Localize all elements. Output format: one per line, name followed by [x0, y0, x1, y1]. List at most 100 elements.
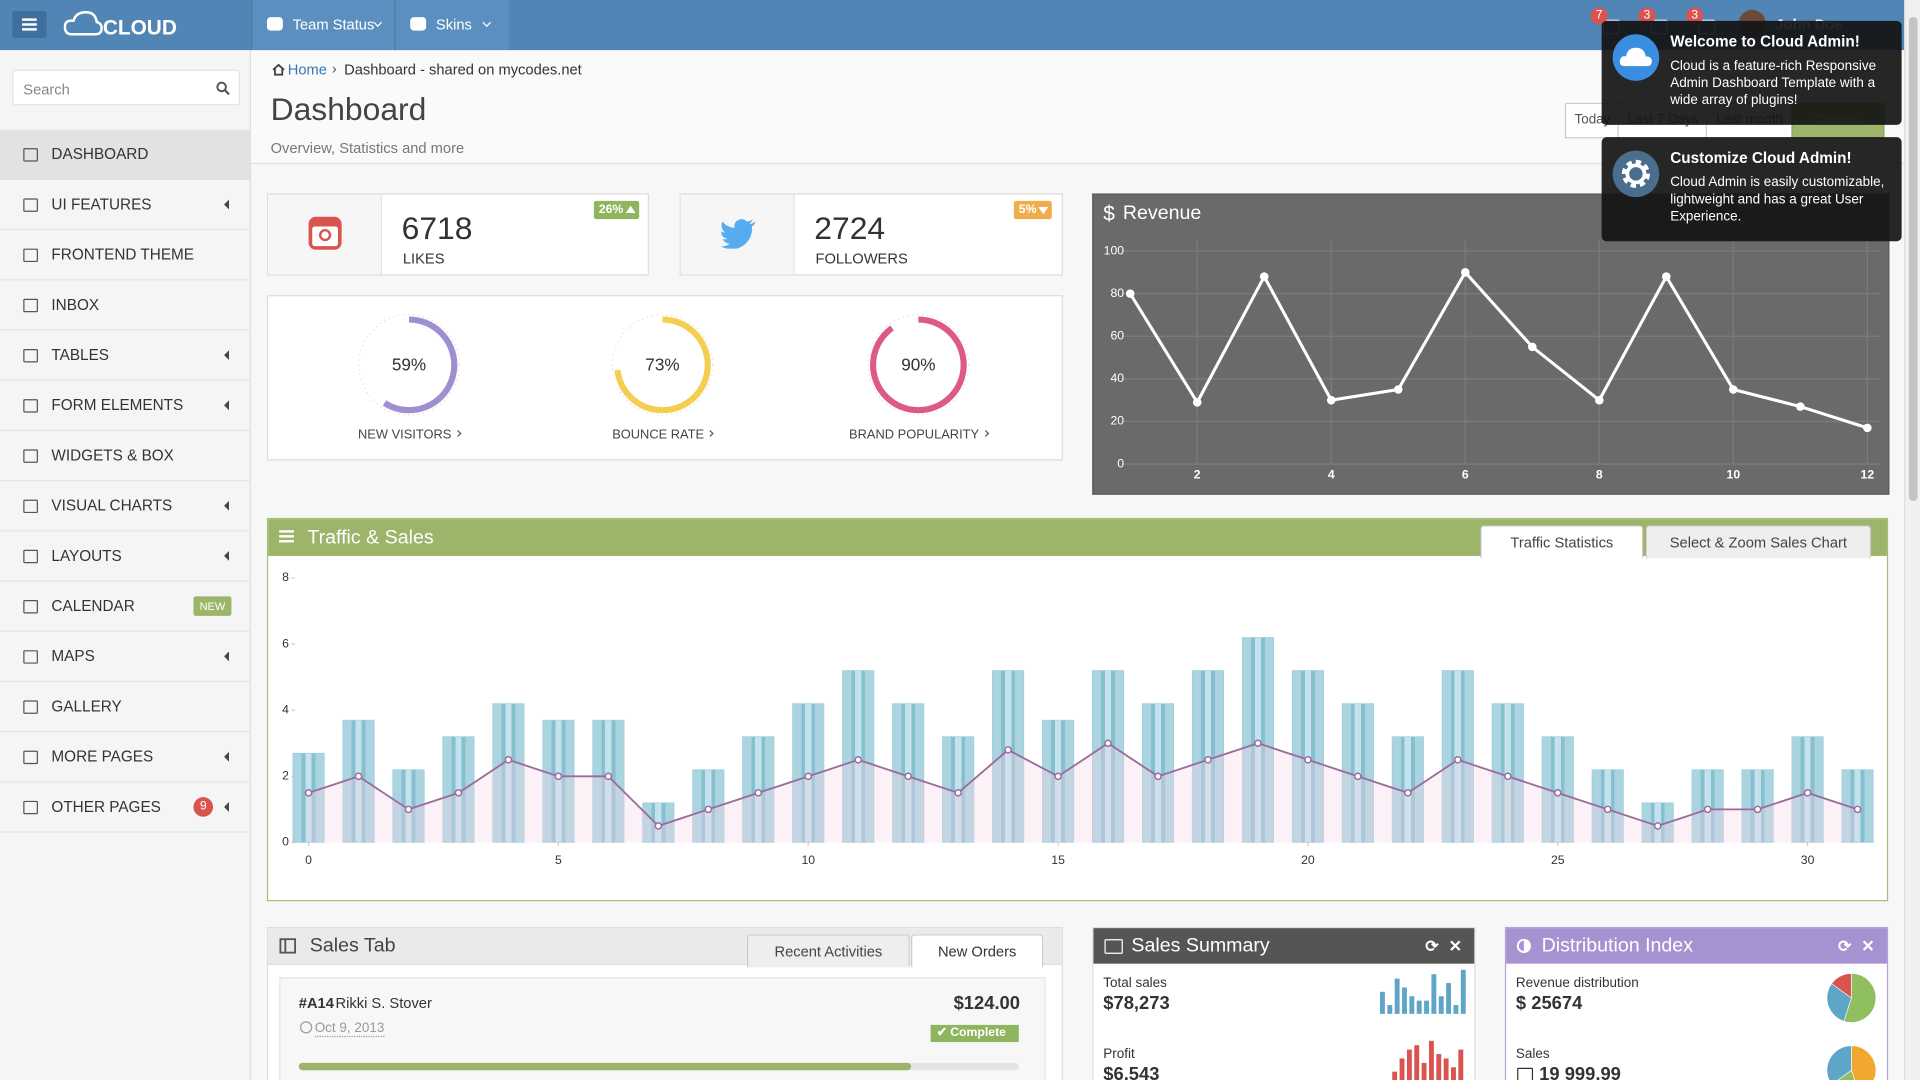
nav-caret [224, 551, 229, 561]
notification-badge: 7 [1590, 7, 1608, 25]
breadcrumb-link[interactable]: Home [287, 61, 327, 79]
header-menu[interactable]: Team Status [251, 0, 396, 51]
traffic-point [1204, 756, 1212, 764]
nav-item[interactable]: DASHBOARD [0, 129, 250, 180]
stat-label: FOLLOWERS [815, 249, 908, 267]
traffic-point [304, 789, 313, 797]
nav-item[interactable]: MAPS [0, 632, 250, 683]
sparkline-bar [1380, 991, 1385, 1014]
refresh-button[interactable]: ⟳ [1837, 936, 1852, 956]
nav-item[interactable]: GALLERY [0, 682, 250, 733]
y-tick-label: 0 [1117, 456, 1124, 470]
menu-label: Skins [435, 15, 472, 34]
nav-icon [23, 298, 38, 313]
sparkline-bar [1458, 1049, 1464, 1080]
revenue-point [1460, 268, 1470, 277]
search-box[interactable]: Search [12, 69, 240, 106]
nav-label: WIDGETS & BOX [51, 446, 174, 465]
nav-label: FRONTEND THEME [51, 246, 195, 264]
search-icon [216, 81, 230, 96]
y-tick-label: 100 [1104, 243, 1125, 257]
menu-toggle[interactable] [12, 11, 47, 38]
sparkline-bar [1460, 969, 1466, 1014]
menu-icon [410, 17, 427, 31]
nav-item[interactable]: FRONTEND THEME [0, 230, 250, 281]
nav-icon [23, 348, 38, 363]
traffic-bar [292, 752, 325, 843]
nav-caret [224, 751, 229, 762]
gauge-label: 73% [645, 355, 679, 375]
nav-item[interactable]: VISUAL CHARTS [0, 481, 250, 532]
traffic-point [1553, 789, 1562, 797]
gauge-name[interactable]: BRAND POPULARITY [796, 427, 1041, 442]
sparkline-bar [1421, 1062, 1427, 1080]
revenue-point [1393, 385, 1403, 394]
traffic-point [404, 805, 413, 814]
traffic-bar [1091, 670, 1125, 843]
widget-title: Sales Tab [309, 935, 396, 957]
y-tick-label: 8 [282, 570, 289, 584]
notification[interactable]: Welcome to Cloud Admin! Cloud is a featu… [1601, 20, 1902, 125]
gauge-name[interactable]: NEW VISITORS [287, 427, 532, 442]
distribution-label: Revenue distribution [1515, 975, 1639, 991]
traffic-point [854, 756, 863, 764]
nav-label: TABLES [51, 346, 109, 364]
tab[interactable]: Select & Zoom Sales Chart [1645, 525, 1872, 559]
status-text: Complete [950, 1026, 1006, 1040]
gauge-name[interactable]: BOUNCE RATE [540, 427, 785, 442]
summary-label: Total sales [1103, 975, 1167, 991]
close-button[interactable]: ✕ [1448, 936, 1462, 956]
traffic-bar [1042, 719, 1075, 843]
header-menu[interactable]: Skins [394, 0, 510, 51]
notification[interactable]: Customize Cloud Admin! Cloud Admin is ea… [1601, 137, 1902, 242]
traffic-area [308, 743, 1858, 843]
nav-caret [224, 651, 229, 662]
nav-icon [23, 650, 38, 664]
search-placeholder: Search [23, 80, 70, 98]
revenue-point [1326, 395, 1336, 405]
refresh-button[interactable]: ⟳ [1425, 936, 1439, 956]
scrollbar[interactable] [1904, 0, 1920, 1080]
dollar-icon: $ [1103, 202, 1115, 226]
tab-label: New Orders [937, 942, 1017, 960]
tab[interactable]: Traffic Statistics [1480, 525, 1644, 559]
nav-item[interactable]: CALENDAR NEW [0, 582, 250, 632]
x-tick-label: 2 [1194, 467, 1201, 481]
traffic-point [804, 772, 813, 781]
nav-item[interactable]: INBOX [0, 280, 250, 331]
nav-icon [23, 148, 38, 162]
traffic-point [654, 822, 663, 830]
revenue-point [1796, 402, 1805, 411]
y-tick-label: 40 [1110, 371, 1124, 385]
tab[interactable]: Recent Activities [746, 934, 910, 968]
traffic-point [1603, 805, 1612, 814]
close-button[interactable]: ✕ [1861, 936, 1875, 956]
sparkline-bar [1443, 1058, 1449, 1080]
notification-text: Cloud is a feature-rich Responsive Admin… [1670, 58, 1877, 108]
traffic-point [1154, 772, 1162, 781]
nav-item[interactable]: OTHER PAGES 9 [0, 782, 250, 833]
sidebar: Search DASHBOARD UI FEATURES FRONTEND THEM… [0, 50, 252, 1080]
tab[interactable]: New Orders [911, 934, 1044, 968]
nav-item[interactable]: LAYOUTS [0, 531, 250, 582]
tab-label: Traffic Statistics [1510, 533, 1614, 552]
notification-badge: 3 [1638, 7, 1656, 25]
nav-item[interactable]: WIDGETS & BOX [0, 431, 250, 482]
traffic-point [554, 772, 563, 781]
x-tick-label: 15 [1051, 853, 1065, 867]
nav-item[interactable]: UI FEATURES [0, 180, 250, 231]
stat-change-text: 5% [1018, 203, 1037, 217]
nav-item[interactable]: FORM ELEMENTS [0, 381, 250, 432]
distribution-value: 19 999,99 [1539, 1064, 1621, 1080]
sparkline-bar [1414, 1045, 1420, 1080]
traffic-point [604, 772, 613, 781]
nav-caret [224, 400, 229, 411]
nav-item[interactable]: TABLES [0, 331, 250, 381]
traffic-point [704, 805, 713, 814]
nav-item[interactable]: MORE PAGES [0, 732, 250, 783]
traffic-point [504, 756, 513, 764]
notification-badge: 3 [1686, 7, 1704, 25]
instagram-icon [308, 216, 342, 250]
tab-label: Recent Activities [774, 942, 883, 960]
